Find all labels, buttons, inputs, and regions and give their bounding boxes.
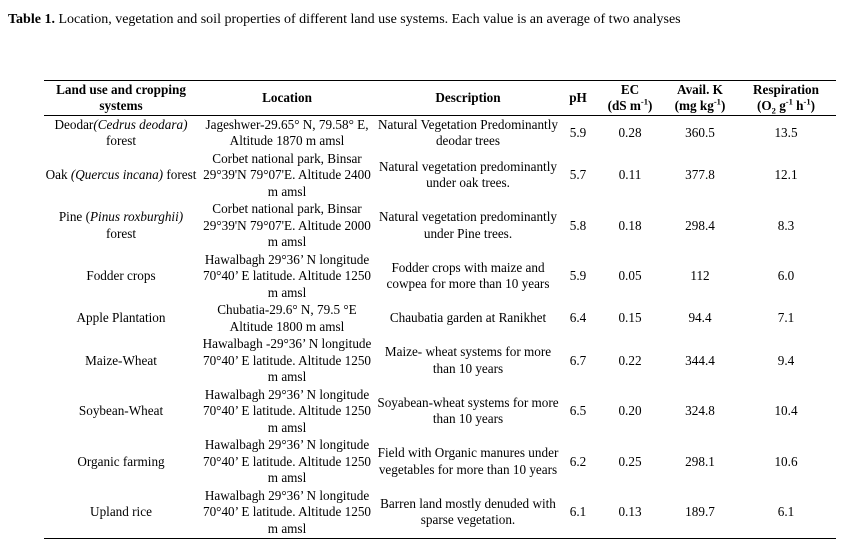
table-row: Deodar(Cedrus deodara) forest Jageshwer-2…	[44, 116, 836, 151]
cell-ph: 6.7	[569, 352, 587, 368]
cell-land-use: Organic farming	[77, 453, 165, 469]
col-header-location: Location	[262, 89, 312, 105]
cell-avail-k: 377.8	[685, 167, 715, 182]
cell-land-use: Upland rice	[90, 504, 152, 519]
cell-avail-k: 112	[690, 268, 710, 283]
cell-ph: 6.4	[569, 310, 587, 326]
cell-land-use: Soybean-Wheat	[78, 403, 164, 418]
cell-description: Soyabean-wheat systems for more than 10 …	[377, 394, 559, 427]
table-row: Organic farming Hawalbagh 29°36’ N longit…	[44, 437, 836, 488]
cell-avail-k: 298.1	[685, 453, 715, 469]
cell-description: Chaubatia garden at Ranikhet	[389, 310, 547, 326]
cell-respiration: 13.5	[774, 124, 798, 140]
cell-land-use: Pine (Pinus roxburghii) forest	[58, 209, 184, 241]
cell-description: Natural vegetation predominantly under P…	[379, 209, 557, 241]
cell-location: Corbet national park, Binsar 29°39'N 79°…	[203, 150, 371, 199]
cell-description: Natural vegetation predominantly under o…	[379, 158, 557, 191]
cell-avail-k: 324.8	[685, 403, 715, 418]
header-row: Land use and cropping systems Location D…	[44, 80, 836, 116]
cell-ph: 5.8	[569, 217, 587, 233]
cell-ec: 0.15	[618, 310, 642, 326]
cell-location: Hawalbagh -29°36’ N longitude 70°40’ E l…	[202, 336, 372, 384]
table-label: Table 1.	[8, 12, 55, 27]
col-header-ec: EC (dS m-1)	[607, 81, 653, 114]
cell-respiration: 12.1	[774, 167, 798, 182]
cell-description: Maize- wheat systems for more than 10 ye…	[384, 344, 552, 376]
col-header-description: Description	[435, 89, 501, 105]
col-header-ph: pH	[569, 89, 587, 105]
cell-respiration: 10.6	[774, 453, 798, 469]
cell-ec: 0.05	[618, 268, 642, 283]
cell-avail-k: 189.7	[685, 504, 715, 519]
cell-ec: 0.11	[618, 167, 642, 182]
cell-location: Hawalbagh 29°36’ N longitude 70°40’ E la…	[202, 251, 372, 300]
cell-land-use: Oak (Quercus incana) forest	[45, 167, 197, 182]
col-header-land-use: Land use and cropping systems	[56, 81, 186, 114]
cell-land-use: Fodder crops	[86, 268, 156, 283]
cell-ph: 6.5	[569, 403, 587, 418]
cell-location: Chubatia-29.6° N, 79.5 °E Altitude 1800 …	[217, 302, 357, 334]
table-row: Oak (Quercus incana) forest Corbet nation…	[44, 150, 836, 201]
table-row: Pine (Pinus roxburghii) forest Corbet nat…	[44, 201, 836, 252]
cell-respiration: 9.4	[777, 352, 795, 368]
cell-ec: 0.20	[618, 403, 642, 418]
cell-ec: 0.18	[618, 217, 642, 233]
table-caption: Table 1. Location, vegetation and soil p…	[8, 11, 853, 29]
cell-avail-k: 94.4	[688, 310, 712, 326]
cell-ph: 6.2	[569, 453, 587, 469]
cell-ph: 6.1	[569, 504, 587, 519]
cell-location: Hawalbagh 29°36’ N longitude 70°40’ E la…	[202, 386, 372, 435]
caption-text: Location, vegetation and soil properties…	[54, 12, 681, 27]
table-row: Apple Plantation Chubatia-29.6° N, 79.5 °…	[44, 302, 836, 336]
table-row: Upland rice Hawalbagh 29°36’ N longitude …	[44, 487, 836, 538]
cell-location: Hawalbagh 29°36’ N longitude 70°40’ E la…	[202, 437, 372, 485]
cell-respiration: 6.0	[777, 268, 795, 283]
cell-ph: 5.9	[569, 124, 587, 140]
cell-respiration: 7.1	[777, 310, 795, 326]
cell-avail-k: 360.5	[685, 124, 715, 140]
cell-land-use: Deodar(Cedrus deodara) forest	[54, 116, 188, 149]
cell-respiration: 6.1	[777, 504, 795, 519]
cell-location: Hawalbagh 29°36’ N longitude 70°40’ E la…	[202, 487, 372, 536]
cell-ec: 0.28	[618, 124, 642, 140]
cell-ec: 0.13	[618, 504, 642, 519]
cell-land-use: Maize-Wheat	[85, 352, 157, 368]
cell-description: Fodder crops with maize and cowpea for m…	[386, 259, 550, 292]
cell-description: Barren land mostly denuded with sparse v…	[380, 495, 556, 528]
cell-location: Corbet national park, Binsar 29°39'N 79°…	[203, 201, 371, 249]
cell-avail-k: 344.4	[685, 352, 715, 368]
cell-ec: 0.25	[618, 453, 642, 469]
table-row: Fodder crops Hawalbagh 29°36’ N longitude…	[44, 251, 836, 302]
cell-description: Natural Vegetation Predominantly deodar …	[378, 116, 558, 149]
cell-respiration: 10.4	[774, 403, 798, 418]
cell-ph: 5.7	[569, 167, 587, 182]
cell-avail-k: 298.4	[685, 217, 715, 233]
table-row: Maize-Wheat Hawalbagh -29°36’ N longitude…	[44, 336, 836, 387]
cell-description: Field with Organic manures under vegetab…	[377, 445, 559, 477]
cell-ec: 0.22	[618, 352, 642, 368]
cell-location: Jageshwer-29.65° N, 79.58° E, Altitude 1…	[205, 116, 369, 149]
table-row: Soybean-Wheat Hawalbagh 29°36’ N longitud…	[44, 386, 836, 437]
col-header-avail-k: Avail. K (mg kg-1)	[674, 81, 726, 114]
col-header-respiration: Respiration (O2 g-1 h-1)	[753, 81, 819, 116]
land-use-table: Land use and cropping systems Location D…	[44, 80, 836, 539]
cell-respiration: 8.3	[777, 217, 795, 233]
cell-land-use: Apple Plantation	[76, 310, 166, 326]
cell-ph: 5.9	[569, 268, 587, 283]
